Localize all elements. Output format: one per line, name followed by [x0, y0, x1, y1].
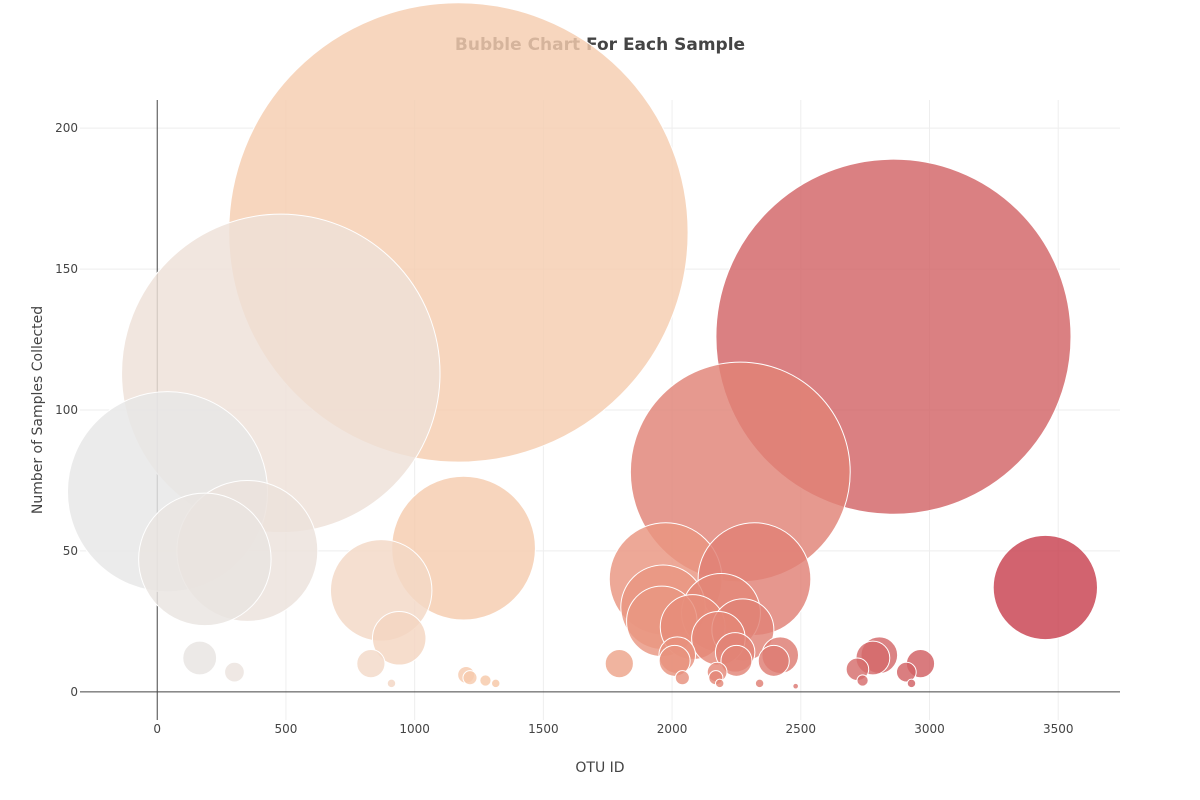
bubble-point-34[interactable]: [754, 678, 765, 689]
y-axis-label: Number of Samples Collected: [30, 306, 46, 514]
x-tick-label-2: 1000: [399, 722, 430, 736]
bubble-point-14[interactable]: [479, 674, 492, 687]
bubble-point-15[interactable]: [491, 678, 501, 689]
x-axis-label: OTU ID: [575, 760, 624, 776]
y-tick-label-4: 200: [55, 121, 78, 135]
bubble-point-9[interactable]: [371, 611, 427, 666]
bubble-point-44[interactable]: [906, 678, 917, 689]
y-tick-label-1: 50: [63, 544, 78, 558]
x-tick-labels: 0 500 1000 1500 2000 2500 3000 3500: [153, 722, 1073, 736]
y-tick-labels: 0 50 100 150 200: [55, 121, 78, 699]
x-tick-label-3: 1500: [528, 722, 559, 736]
bubble-point-8[interactable]: [386, 678, 397, 689]
x-tick-label-5: 2500: [786, 722, 817, 736]
bubble-point-43[interactable]: [895, 661, 917, 683]
bubble-point-20[interactable]: [658, 644, 691, 677]
bubble-point-1[interactable]: [138, 492, 272, 627]
bubble-point-27[interactable]: [714, 678, 725, 689]
bubble-point-37[interactable]: [792, 682, 799, 690]
bubble-point-30[interactable]: [720, 644, 753, 677]
bubble-point-6[interactable]: [356, 649, 386, 679]
bubble-point-39[interactable]: [856, 674, 869, 687]
bubbles: [66, 2, 1098, 690]
x-tick-label-0: 0: [153, 722, 161, 736]
bubble-point-4[interactable]: [224, 661, 245, 683]
x-tick-label-1: 500: [274, 722, 297, 736]
x-tick-label-7: 3500: [1043, 722, 1074, 736]
bubble-point-35[interactable]: [757, 644, 790, 677]
bubble-point-46[interactable]: [992, 534, 1098, 641]
y-tick-label-2: 100: [55, 403, 78, 417]
x-tick-label-6: 3000: [914, 722, 945, 736]
bubble-point-16[interactable]: [604, 649, 634, 679]
x-tick-label-4: 2000: [657, 722, 688, 736]
y-tick-label-0: 0: [70, 685, 78, 699]
bubble-point-2[interactable]: [182, 640, 218, 676]
bubble-point-22[interactable]: [674, 670, 690, 686]
y-tick-label-3: 150: [55, 262, 78, 276]
bubble-point-13[interactable]: [462, 670, 478, 686]
